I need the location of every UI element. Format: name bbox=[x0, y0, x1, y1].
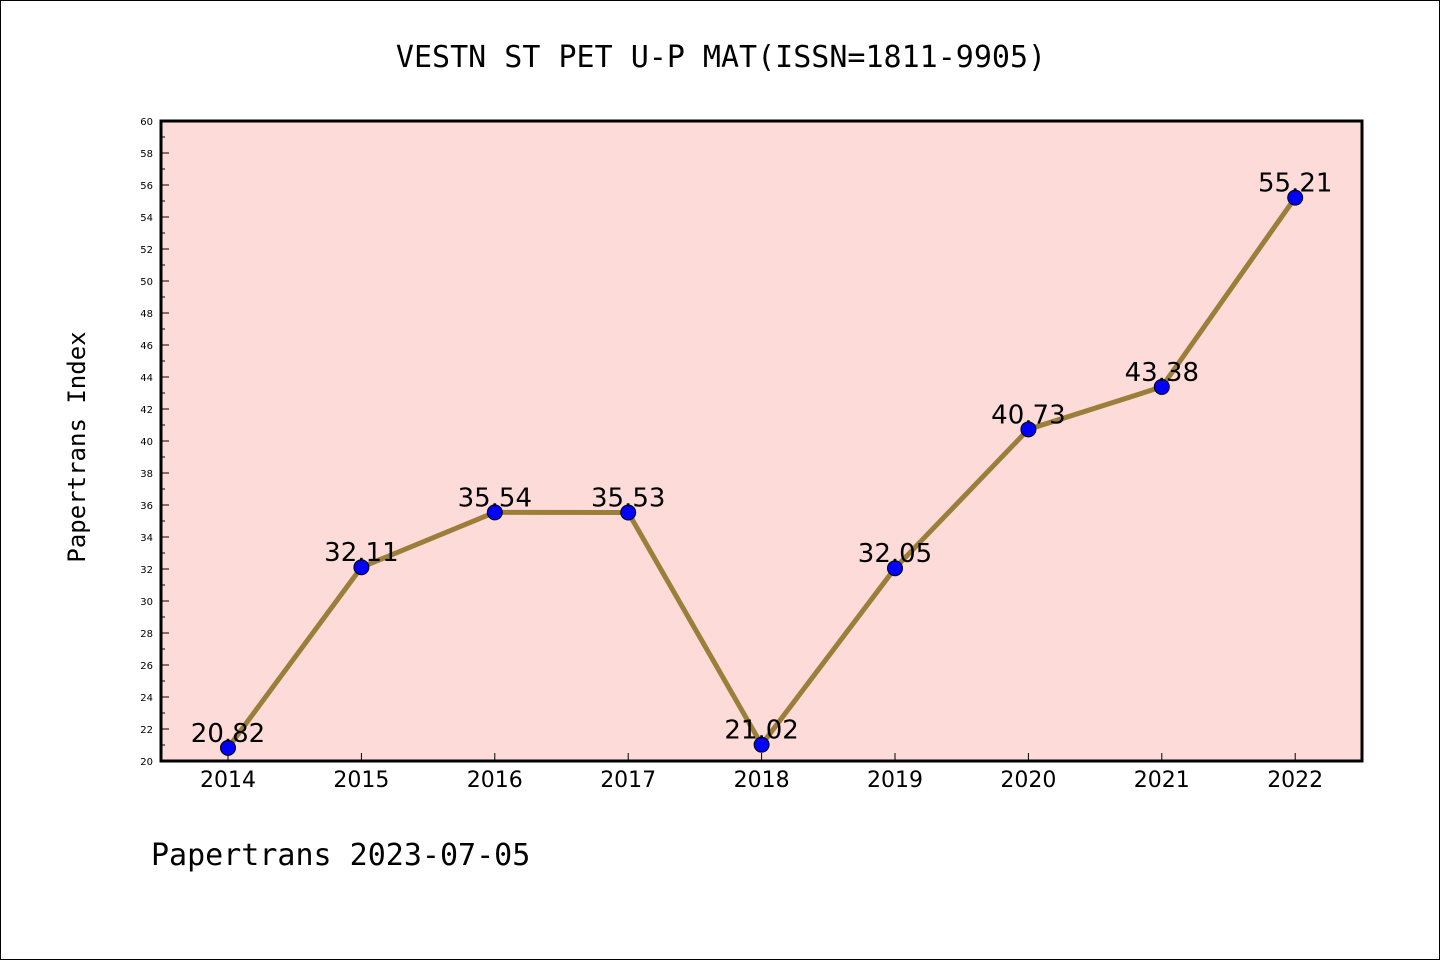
y-tick-label: 24 bbox=[140, 693, 153, 704]
y-tick-label: 60 bbox=[140, 117, 153, 128]
data-label: 32.11 bbox=[324, 538, 398, 568]
data-label: 40.73 bbox=[991, 400, 1065, 430]
data-label: 32.05 bbox=[858, 539, 932, 569]
data-point bbox=[486, 504, 503, 521]
y-tick-label: 36 bbox=[140, 501, 153, 512]
data-point bbox=[220, 739, 236, 756]
x-tick-label: 2016 bbox=[467, 768, 523, 793]
data-point bbox=[1287, 189, 1304, 206]
y-tick-label: 32 bbox=[140, 565, 153, 576]
y-tick-label: 30 bbox=[140, 597, 153, 608]
x-tick-label: 2017 bbox=[600, 768, 656, 793]
y-tick-label: 26 bbox=[140, 661, 153, 672]
data-label: 55.21 bbox=[1258, 169, 1332, 199]
x-tick-label: 2019 bbox=[867, 768, 923, 793]
y-tick-label: 34 bbox=[140, 533, 153, 544]
data-label: 43.38 bbox=[1125, 358, 1199, 388]
data-label: 35.53 bbox=[591, 484, 665, 514]
y-tick-label: 50 bbox=[140, 277, 153, 288]
y-axis-label: Papertrans Index bbox=[63, 331, 91, 562]
y-tick-label: 20 bbox=[140, 757, 153, 768]
y-tick-label: 38 bbox=[140, 469, 153, 480]
data-point bbox=[1153, 378, 1170, 395]
y-tick-label: 42 bbox=[140, 405, 153, 416]
y-tick-label: 58 bbox=[140, 149, 153, 160]
x-tick-label: 2022 bbox=[1267, 768, 1323, 793]
data-point bbox=[887, 560, 903, 577]
data-point bbox=[1020, 421, 1037, 438]
chart-title: VESTN ST PET U-P MAT(ISSN=1811-9905) bbox=[396, 40, 1046, 75]
y-tick-label: 44 bbox=[140, 373, 153, 384]
plot-area bbox=[161, 121, 1362, 761]
x-tick-label: 2014 bbox=[200, 768, 256, 793]
data-point bbox=[753, 736, 770, 753]
series-layer: 20.82 32.11 35.54 35.53 21.02 32.05 40.73 43.38… bbox=[191, 169, 1332, 756]
y-tick-label: 46 bbox=[140, 341, 153, 352]
x-axis: 2014 2015 2016 2017 2018 2019 2020 2021 2022 bbox=[200, 753, 1323, 793]
footer-text: Papertrans 2023-07-05 bbox=[151, 838, 530, 873]
data-label: 35.54 bbox=[458, 483, 532, 513]
x-tick-label: 2020 bbox=[1000, 768, 1056, 793]
y-tick-label: 52 bbox=[140, 245, 153, 256]
data-label: 20.82 bbox=[191, 719, 265, 749]
data-point bbox=[620, 504, 637, 521]
y-tick-label: 28 bbox=[140, 629, 153, 640]
y-tick-label: 40 bbox=[140, 437, 153, 448]
x-tick-label: 2021 bbox=[1134, 768, 1190, 793]
y-tick-label: 54 bbox=[140, 213, 153, 224]
y-tick-label: 22 bbox=[140, 725, 153, 736]
x-tick-label: 2018 bbox=[734, 768, 790, 793]
y-tick-label: 48 bbox=[140, 309, 153, 320]
data-label: 21.02 bbox=[724, 716, 798, 746]
x-tick-label: 2015 bbox=[333, 768, 389, 793]
plot-border bbox=[159, 119, 1364, 763]
y-tick-label: 56 bbox=[140, 181, 153, 192]
data-point bbox=[353, 559, 370, 576]
